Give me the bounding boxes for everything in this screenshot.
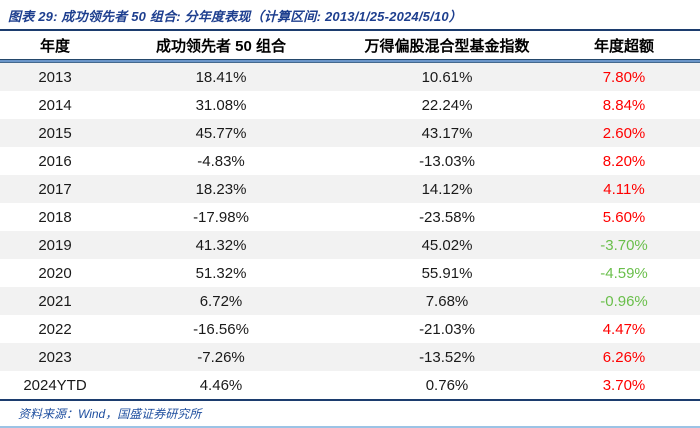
performance-table: 年度 成功领先者 50 组合 万得偏股混合型基金指数 年度超额 2013 18.… bbox=[0, 31, 700, 399]
portfolio-return-cell: -7.26% bbox=[197, 348, 245, 366]
year-cell: 2017 bbox=[38, 180, 72, 198]
table-row: 2017 18.23% 14.12% 4.11% bbox=[0, 175, 700, 203]
year-cell: 2016 bbox=[38, 152, 72, 170]
table-row: 2023 -7.26% -13.52% 6.26% bbox=[0, 343, 700, 371]
year-cell: 2023 bbox=[38, 348, 72, 366]
excess-return-cell: 6.26% bbox=[602, 348, 646, 366]
year-cell: 2015 bbox=[38, 124, 72, 142]
table-row: 2015 45.77% 43.17% 2.60% bbox=[0, 119, 700, 147]
table-row: 2021 6.72% 7.68% -0.96% bbox=[0, 287, 700, 315]
year-cell: 2018 bbox=[38, 208, 72, 226]
portfolio-return-cell: -16.56% bbox=[193, 320, 249, 338]
index-return-cell: 14.12% bbox=[421, 180, 473, 198]
year-cell: 2014 bbox=[38, 96, 72, 114]
source-note: 资料来源：Wind，国盛证券研究所 bbox=[18, 407, 202, 421]
excess-return-cell: 4.47% bbox=[602, 320, 646, 338]
table-row: 2018 -17.98% -23.58% 5.60% bbox=[0, 203, 700, 231]
year-cell: 2024YTD bbox=[23, 376, 87, 394]
index-return-cell: 10.61% bbox=[421, 68, 473, 86]
table-row: 2020 51.32% 55.91% -4.59% bbox=[0, 259, 700, 287]
excess-return-cell: -0.96% bbox=[600, 292, 648, 310]
table-body: 2013 18.41% 10.61% 7.80% 2014 31.08% 22.… bbox=[0, 63, 700, 399]
header-divider bbox=[0, 59, 700, 63]
column-header-year: 年度 bbox=[39, 37, 70, 55]
year-cell: 2022 bbox=[38, 320, 72, 338]
excess-return-cell: 8.84% bbox=[602, 96, 646, 114]
portfolio-return-cell: 18.41% bbox=[195, 68, 247, 86]
excess-return-cell: 7.80% bbox=[602, 68, 646, 86]
portfolio-return-cell: -17.98% bbox=[193, 208, 249, 226]
table-bottom-divider bbox=[0, 399, 700, 401]
column-header-index: 万得偏股混合型基金指数 bbox=[364, 37, 530, 55]
portfolio-return-cell: 41.32% bbox=[195, 236, 247, 254]
excess-return-cell: 3.70% bbox=[602, 376, 646, 394]
index-return-cell: 45.02% bbox=[421, 236, 473, 254]
year-cell: 2013 bbox=[38, 68, 72, 86]
table-row: 2013 18.41% 10.61% 7.80% bbox=[0, 63, 700, 91]
title-divider bbox=[0, 29, 700, 31]
column-header-portfolio: 成功领先者 50 组合 bbox=[155, 37, 287, 55]
portfolio-return-cell: 6.72% bbox=[199, 292, 243, 310]
year-cell: 2021 bbox=[38, 292, 72, 310]
table-row: 2019 41.32% 45.02% -3.70% bbox=[0, 231, 700, 259]
table-row: 2022 -16.56% -21.03% 4.47% bbox=[0, 315, 700, 343]
portfolio-return-cell: -4.83% bbox=[197, 152, 245, 170]
index-return-cell: -13.52% bbox=[419, 348, 475, 366]
column-header-excess: 年度超额 bbox=[593, 37, 654, 55]
excess-return-cell: 5.60% bbox=[602, 208, 646, 226]
table-row: 2014 31.08% 22.24% 8.84% bbox=[0, 91, 700, 119]
index-return-cell: 22.24% bbox=[421, 96, 473, 114]
excess-return-cell: -3.70% bbox=[600, 236, 648, 254]
index-return-cell: 0.76% bbox=[425, 376, 469, 394]
year-cell: 2019 bbox=[38, 236, 72, 254]
excess-return-cell: 4.11% bbox=[603, 180, 645, 198]
index-return-cell: 7.68% bbox=[425, 292, 469, 310]
table-row: 2024YTD 4.46% 0.76% 3.70% bbox=[0, 371, 700, 399]
table-header-row: 年度 成功领先者 50 组合 万得偏股混合型基金指数 年度超额 bbox=[0, 31, 700, 59]
year-cell: 2020 bbox=[38, 264, 72, 282]
portfolio-return-cell: 4.46% bbox=[199, 376, 243, 394]
excess-return-cell: -4.59% bbox=[600, 264, 648, 282]
index-return-cell: 43.17% bbox=[421, 124, 473, 142]
figure-title: 图表 29: 成功领先者 50 组合: 分年度表现（计算区间: 2013/1/2… bbox=[8, 9, 462, 24]
index-return-cell: -23.58% bbox=[419, 208, 475, 226]
index-return-cell: 55.91% bbox=[421, 264, 473, 282]
excess-return-cell: 8.20% bbox=[602, 152, 646, 170]
portfolio-return-cell: 45.77% bbox=[195, 124, 247, 142]
portfolio-return-cell: 31.08% bbox=[195, 96, 247, 114]
excess-return-cell: 2.60% bbox=[602, 124, 646, 142]
table-row: 2016 -4.83% -13.03% 8.20% bbox=[0, 147, 700, 175]
portfolio-return-cell: 51.32% bbox=[195, 264, 247, 282]
index-return-cell: -21.03% bbox=[419, 320, 475, 338]
index-return-cell: -13.03% bbox=[419, 152, 475, 170]
portfolio-return-cell: 18.23% bbox=[195, 180, 247, 198]
